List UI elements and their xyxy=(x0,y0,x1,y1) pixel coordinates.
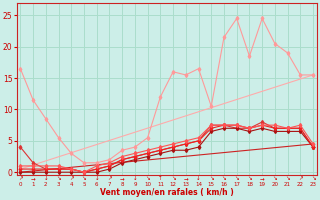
X-axis label: Vent moyen/en rafales ( km/h ): Vent moyen/en rafales ( km/h ) xyxy=(100,188,234,197)
